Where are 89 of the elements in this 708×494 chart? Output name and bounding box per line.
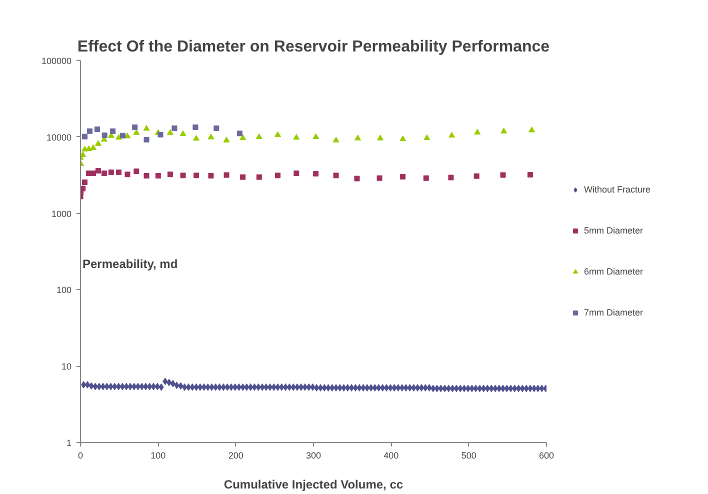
- point: [180, 130, 186, 136]
- point: [94, 140, 102, 146]
- point: [180, 172, 186, 178]
- point: [224, 172, 230, 178]
- point: [80, 151, 86, 157]
- point: [192, 124, 198, 130]
- point: [527, 172, 533, 178]
- y-tick-label: 10000: [46, 132, 72, 142]
- point: [144, 173, 150, 179]
- point: [124, 172, 130, 178]
- point: [166, 129, 174, 135]
- point: [313, 170, 319, 176]
- x-tick-label: 200: [228, 450, 244, 460]
- point: [474, 173, 480, 179]
- chart-title: Effect Of the Diameter on Reservoir Permeability Performance: [77, 38, 550, 56]
- point: [354, 134, 362, 140]
- point: [192, 134, 200, 141]
- point: [95, 168, 101, 174]
- point: [448, 132, 455, 138]
- point: [116, 170, 122, 176]
- point: [134, 168, 140, 174]
- point: [133, 129, 140, 135]
- point: [400, 135, 406, 142]
- point: [423, 175, 429, 181]
- legend-label: 6mm Diameter: [584, 266, 644, 276]
- point: [82, 179, 88, 185]
- x-tick-label: 300: [306, 450, 322, 460]
- y-tick-label: 100: [56, 285, 72, 296]
- legend-label: 7mm Diameter: [584, 308, 644, 318]
- point: [167, 172, 173, 178]
- x-tick-label: 600: [538, 450, 554, 460]
- point: [275, 172, 281, 178]
- legend-label: 5mm Diameter: [584, 226, 644, 236]
- point: [101, 170, 107, 176]
- point: [110, 128, 116, 134]
- point: [155, 173, 161, 179]
- point: [80, 186, 86, 192]
- point: [256, 133, 262, 139]
- point: [86, 145, 92, 151]
- point: [143, 124, 150, 131]
- point: [223, 136, 230, 142]
- point: [312, 133, 320, 139]
- point: [124, 132, 131, 138]
- point: [158, 132, 164, 138]
- point: [293, 134, 300, 140]
- point: [274, 131, 282, 137]
- x-tick-label: 400: [384, 450, 399, 460]
- point: [94, 126, 100, 132]
- legend-label: Without Fracture: [584, 184, 651, 194]
- point: [144, 136, 150, 142]
- point: [208, 134, 214, 140]
- point: [240, 134, 246, 140]
- point: [332, 136, 340, 142]
- point: [132, 124, 138, 130]
- point: [208, 173, 214, 179]
- point: [424, 134, 430, 140]
- point: [528, 126, 535, 132]
- point: [500, 128, 508, 134]
- point: [172, 125, 178, 131]
- point: [90, 144, 96, 150]
- point: [108, 170, 114, 176]
- x-axis-title: Cumulative Injected Volume, cc: [224, 478, 404, 492]
- point: [87, 128, 93, 134]
- point: [256, 174, 262, 180]
- point: [354, 176, 360, 182]
- point: [82, 134, 88, 140]
- point: [400, 174, 406, 180]
- x-tick-label: 100: [150, 450, 166, 460]
- y-axis-title: Permeability, md: [82, 256, 178, 271]
- y-tick-label: 1000: [51, 208, 72, 219]
- y-tick-label: 1: [66, 438, 72, 448]
- point: [500, 172, 506, 178]
- x-tick-label: 0: [78, 450, 84, 460]
- point: [236, 130, 242, 136]
- point: [120, 132, 126, 138]
- point: [90, 170, 96, 176]
- y-tick-label: 100000: [41, 56, 72, 66]
- y-tick-label: 10: [61, 362, 72, 372]
- point: [214, 125, 220, 131]
- point: [294, 170, 300, 176]
- point: [376, 175, 382, 181]
- point: [333, 172, 339, 178]
- point: [474, 128, 481, 135]
- point: [377, 134, 384, 140]
- point: [448, 174, 454, 180]
- x-tick-label: 500: [461, 450, 476, 460]
- point: [193, 172, 199, 178]
- point: [240, 174, 246, 180]
- point: [102, 132, 108, 138]
